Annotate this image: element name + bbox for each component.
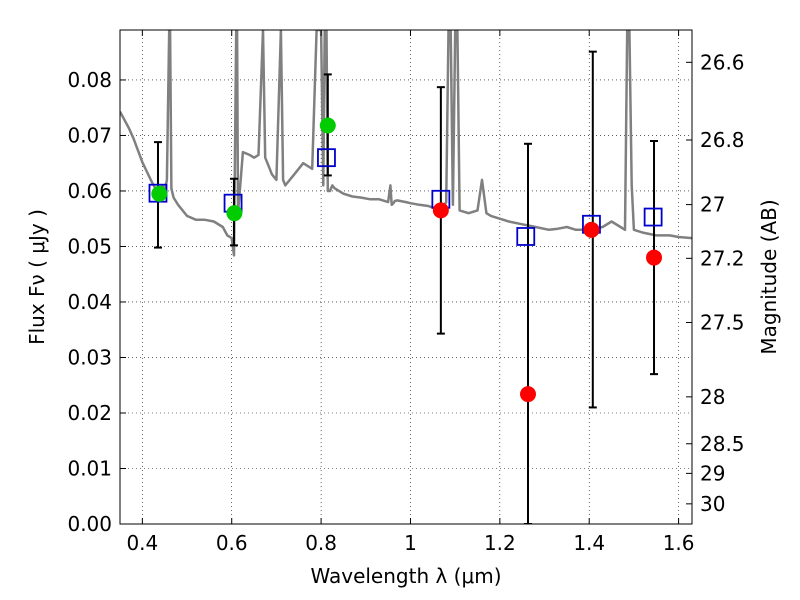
y2-tick-label: 28 [700,385,725,409]
red-data-point [519,386,536,403]
x-tick-label: 1.6 [663,531,695,555]
model-box-marker [317,148,336,168]
axis-ticks: 0.4 0.6 0.8 1 1.2 1.4 1.6 0.00 0.01 0.02 0.03 0.04 0… [67,30,745,555]
y2-tick-label: 26.6 [700,50,745,74]
red-data-point [432,202,449,219]
x-tick-label: 0.6 [216,531,248,555]
model-box-marker [516,227,536,246]
y-tick-label: 0.07 [67,123,112,147]
green-data-point [319,117,336,134]
plot-area [120,30,692,524]
y2-tick-label: 26.8 [700,128,745,152]
y2-tick-label: 30 [700,492,725,516]
y2-tick-label: 27 [700,193,725,217]
x-tick-label: 0.8 [305,531,337,555]
y-tick-label: 0.03 [67,345,112,369]
red-data-point [583,221,600,238]
x-tick-label: 0.4 [126,531,158,555]
y2-tick-label: 28.5 [700,432,745,456]
y-tick-label: 0.05 [67,234,112,258]
y-tick-label: 0.02 [67,401,112,425]
y-tick-label: 0.04 [67,290,112,314]
y-tick-label: 0.08 [67,68,112,92]
y-tick-label: 0.01 [67,456,112,480]
green-data-point [226,205,243,222]
y-axis-label: Flux Fν ( μJy ) [25,209,49,345]
green-data-point [151,185,168,202]
data-points [151,117,663,403]
x-axis-label: Wavelength λ (μm) [310,564,501,588]
y2-tick-label: 29 [700,461,725,485]
model-box-marker [643,207,663,227]
x-tick-label: 1.4 [573,531,605,555]
x-tick-label: 1.2 [484,531,516,555]
plot-frame [119,29,693,525]
y2-tick-label: 27.2 [700,246,745,270]
model-spectrum-line [120,30,692,257]
x-tick-label: 1 [404,531,417,555]
y-tick-label: 0.00 [67,512,112,536]
y-tick-label: 0.06 [67,179,112,203]
plot-background [120,30,692,524]
y2-axis-label: Magnitude (AB) [757,199,781,354]
red-data-point [646,249,663,266]
y2-tick-label: 27.5 [700,310,745,334]
